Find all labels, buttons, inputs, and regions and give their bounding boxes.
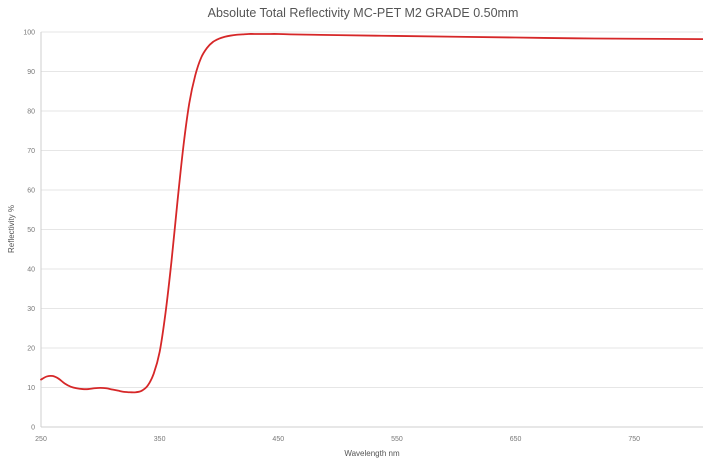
axes: [40, 32, 703, 428]
y-tick-label-10: 10: [27, 385, 35, 392]
chart-title: Absolute Total Reflectivity MC-PET M2 GR…: [208, 6, 519, 20]
grid-lines: [41, 31, 703, 388]
y-tick-label-50: 50: [27, 227, 35, 234]
y-tick-label-90: 90: [27, 69, 35, 76]
x-tick-label-750: 750: [628, 436, 640, 443]
y-tick-label-40: 40: [27, 267, 35, 274]
x-tick-label-650: 650: [510, 436, 522, 443]
y-tick-label-70: 70: [27, 148, 35, 155]
series-line-0: [40, 33, 703, 394]
y-tick-label-0: 0: [31, 425, 35, 432]
y-tick-label-100: 100: [23, 30, 35, 37]
tick-labels: 0 10 20 30 40 50 60 70 80 90 100 250 350 450 550 650 750: [23, 30, 640, 444]
y-axis-label: Reflectivity %: [7, 205, 16, 253]
y-tick-label-80: 80: [27, 109, 35, 116]
x-tick-label-550: 550: [391, 436, 403, 443]
series-layer: [40, 33, 703, 394]
x-tick-label-450: 450: [272, 436, 284, 443]
y-tick-label-30: 30: [27, 306, 35, 313]
x-tick-label-350: 350: [154, 436, 166, 443]
y-tick-label-20: 20: [27, 346, 35, 353]
y-tick-label-60: 60: [27, 188, 35, 195]
x-axis-label: Wavelength nm: [344, 449, 400, 458]
x-tick-label-250: 250: [35, 436, 47, 443]
